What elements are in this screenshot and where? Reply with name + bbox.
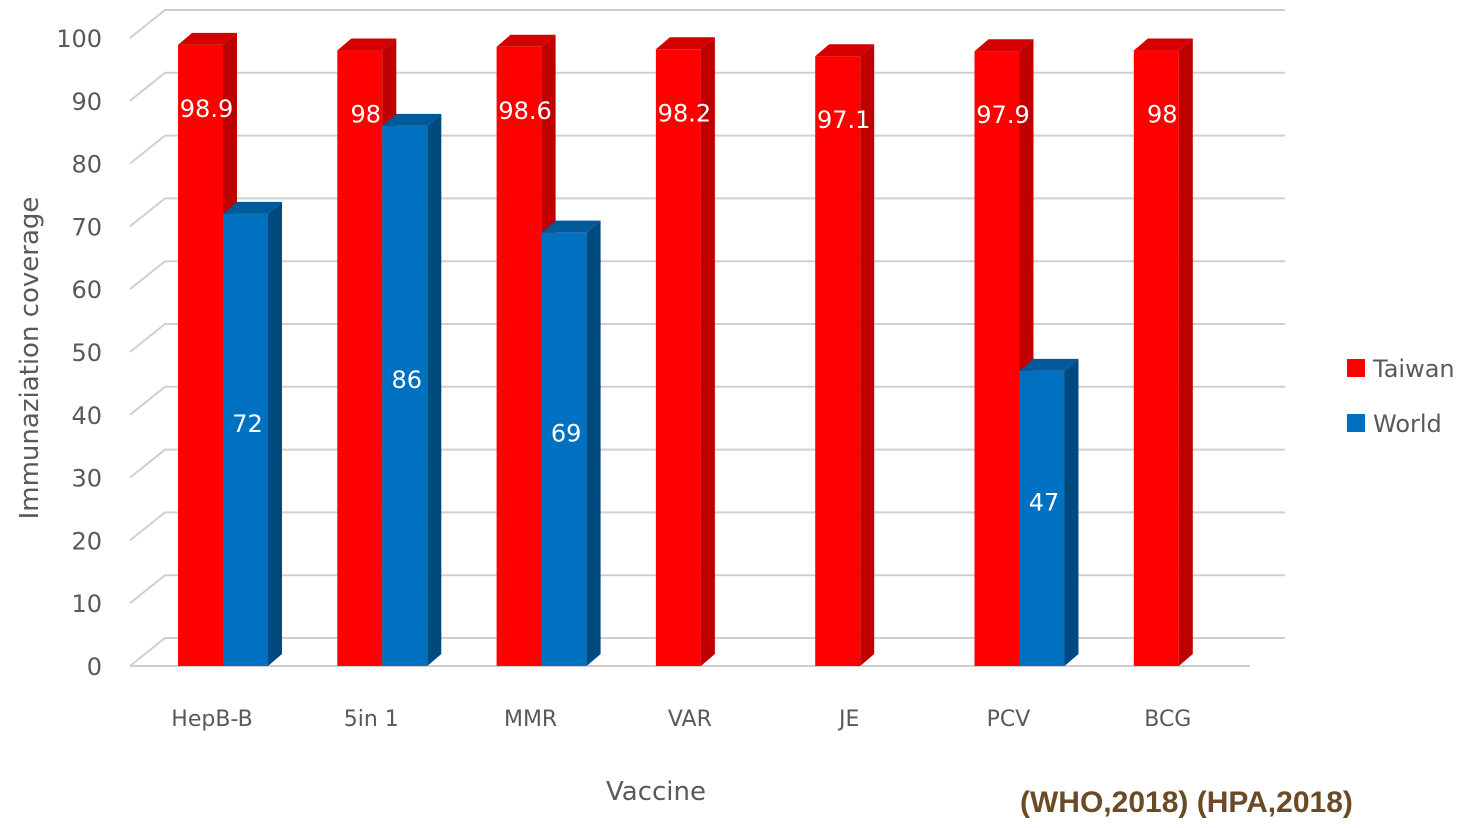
bar-front bbox=[496, 46, 542, 667]
gridline bbox=[129, 385, 1285, 416]
bar-top bbox=[337, 38, 397, 51]
y-tick-label: 90 bbox=[71, 88, 102, 116]
bar-taiwan-3 bbox=[655, 37, 715, 666]
legend-label: Taiwan bbox=[1372, 355, 1455, 383]
bar-side bbox=[700, 37, 715, 666]
bar-top bbox=[1133, 38, 1193, 51]
bar-front bbox=[337, 50, 383, 667]
bar-front bbox=[1019, 370, 1065, 666]
bar-top bbox=[223, 201, 282, 214]
data-label: 98 bbox=[1147, 101, 1178, 129]
gridline bbox=[129, 71, 1285, 102]
data-label: 97.9 bbox=[976, 101, 1029, 129]
x-tick-label: 5in 1 bbox=[344, 707, 399, 732]
bar-top bbox=[815, 44, 875, 57]
bar-front bbox=[1133, 50, 1179, 667]
y-tick-label: 50 bbox=[71, 339, 102, 367]
bars bbox=[178, 32, 1193, 667]
data-label: 86 bbox=[392, 366, 423, 394]
bar-side bbox=[586, 220, 601, 666]
bar-taiwan-2 bbox=[496, 34, 556, 667]
legend-swatch bbox=[1347, 359, 1365, 377]
x-tick-label: BCG bbox=[1144, 707, 1191, 732]
bar-front bbox=[178, 44, 223, 666]
y-axis-title: Immunaziation coverage bbox=[15, 197, 45, 520]
data-labels: 98.9 72 98 86 98.6 69 98.2 97.1 97.9 47 98 bbox=[180, 95, 1178, 517]
y-tick-label: 100 bbox=[56, 25, 102, 53]
legend-label: World bbox=[1373, 410, 1442, 438]
bar-top bbox=[655, 37, 715, 50]
bar-side bbox=[1064, 358, 1079, 666]
bar-top bbox=[1019, 358, 1079, 371]
bar-world-5 bbox=[1019, 358, 1079, 666]
gridline bbox=[129, 9, 1285, 39]
data-label: 98.6 bbox=[498, 97, 551, 125]
source-citation: (WHO,2018) (HPA,2018) bbox=[1020, 786, 1353, 819]
bar-taiwan-6 bbox=[1133, 38, 1193, 667]
x-tick-label: JE bbox=[837, 707, 859, 732]
data-label: 97.1 bbox=[817, 106, 870, 134]
gridline bbox=[129, 574, 1285, 604]
bar-side bbox=[1178, 38, 1193, 667]
x-tick-label: PCV bbox=[987, 707, 1031, 732]
y-tick-label: 70 bbox=[71, 213, 102, 241]
bar-top bbox=[541, 220, 601, 233]
bar-front bbox=[223, 213, 268, 666]
gridline bbox=[129, 323, 1285, 353]
bar-side bbox=[860, 44, 875, 667]
bar-world-0 bbox=[223, 201, 282, 666]
gridline bbox=[129, 448, 1285, 479]
bar-front bbox=[541, 232, 587, 666]
bar-world-1 bbox=[382, 113, 442, 667]
bar-front bbox=[382, 125, 428, 667]
bar-top bbox=[974, 39, 1034, 52]
bar-top bbox=[178, 32, 237, 45]
bar-top bbox=[382, 113, 442, 126]
data-label: 98.2 bbox=[658, 99, 711, 127]
bar-front bbox=[815, 56, 861, 667]
legend-item-world: World bbox=[1347, 410, 1442, 438]
bar-taiwan-4 bbox=[815, 44, 875, 667]
data-label: 47 bbox=[1029, 488, 1060, 516]
bar-front bbox=[974, 51, 1020, 667]
bar-side bbox=[427, 113, 442, 667]
x-axis-ticks: HepB-B 5in 1 MMR VAR JE PCV BCG bbox=[171, 707, 1191, 732]
data-label: 72 bbox=[232, 410, 263, 438]
legend-item-taiwan: Taiwan bbox=[1347, 355, 1455, 383]
y-tick-label: 10 bbox=[71, 590, 102, 618]
bar-front bbox=[655, 49, 701, 666]
y-tick-label: 40 bbox=[71, 402, 102, 430]
y-axis-ticks: 0 10 20 30 40 50 60 70 80 90 100 bbox=[56, 25, 102, 681]
x-tick-label: HepB-B bbox=[171, 707, 252, 732]
x-tick-label: MMR bbox=[504, 707, 557, 732]
bar-top bbox=[496, 34, 556, 47]
gridline bbox=[129, 197, 1285, 228]
bar-world-2 bbox=[541, 220, 601, 666]
data-label: 69 bbox=[551, 419, 582, 447]
x-tick-label: VAR bbox=[668, 707, 712, 732]
gridline bbox=[129, 134, 1285, 165]
legend: Taiwan World bbox=[1347, 355, 1455, 438]
y-tick-label: 80 bbox=[71, 151, 102, 179]
gridline bbox=[129, 637, 1285, 667]
bar-side bbox=[268, 201, 282, 666]
y-tick-label: 60 bbox=[71, 276, 102, 304]
gridline bbox=[129, 511, 1285, 542]
y-tick-label: 30 bbox=[71, 465, 102, 493]
legend-swatch bbox=[1347, 414, 1365, 432]
data-label: 98 bbox=[351, 101, 382, 129]
x-axis-title: Vaccine bbox=[606, 777, 706, 807]
y-tick-label: 0 bbox=[87, 653, 102, 681]
gridline bbox=[129, 260, 1285, 290]
data-label: 98.9 bbox=[180, 95, 233, 123]
gridlines bbox=[129, 9, 1285, 667]
y-tick-label: 20 bbox=[71, 527, 102, 555]
